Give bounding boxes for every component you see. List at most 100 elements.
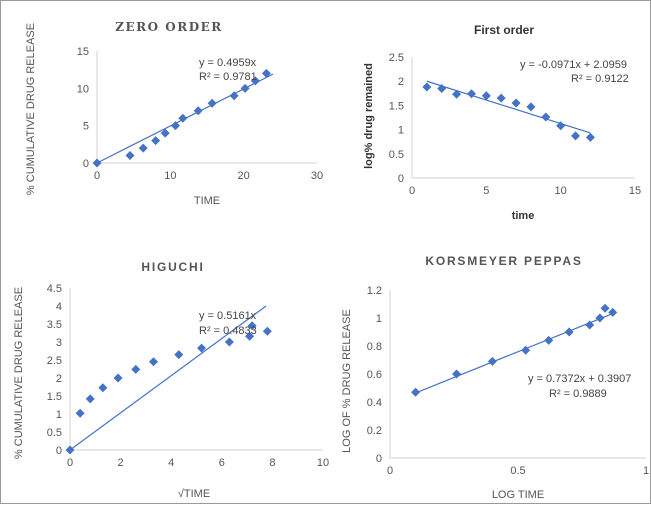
y-tick-label: 0.5 <box>47 427 62 439</box>
y-axis-label: % CUMULATIVE DRUG RELEASE <box>13 287 25 459</box>
data-point <box>521 345 531 355</box>
y-tick-label: 15 <box>77 46 89 58</box>
y-tick-label: 3.5 <box>47 319 62 331</box>
data-point <box>92 158 102 168</box>
data-point <box>411 387 421 397</box>
data-point <box>229 91 239 101</box>
y-tick-label: 10 <box>77 83 89 95</box>
y-tick-label: 4 <box>56 301 62 313</box>
y-tick-label: 3 <box>56 337 62 349</box>
data-point <box>131 364 141 374</box>
y-tick-label: 2 <box>398 76 404 88</box>
trend-equation: y = -0.0971x + 2.0959 <box>520 59 627 71</box>
data-point <box>496 93 506 103</box>
axes: 0 5 10 15 0 0.5 1 1.5 2 2.5 <box>389 52 641 197</box>
data-point <box>564 327 574 337</box>
y-tick-label: 2.5 <box>389 52 404 64</box>
y-tick-label: 0 <box>376 453 382 465</box>
trend-r2: R² = 0.9122 <box>571 73 629 85</box>
data-point <box>585 132 595 142</box>
data-point <box>541 112 551 122</box>
y-axis-label: % CUMULATIVE DRUG RELEASE <box>25 23 37 195</box>
data-point <box>262 326 272 336</box>
data-points <box>411 303 618 397</box>
y-tick-label: 1 <box>376 313 382 325</box>
y-tick-label: 0 <box>83 158 89 170</box>
y-axis-label: LOG OF % DRUG RELEASE <box>341 309 353 453</box>
data-point <box>600 303 610 313</box>
trend-r2: R² = 0.4833 <box>199 325 257 337</box>
x-tick-label: 0 <box>67 457 73 469</box>
data-point <box>240 83 250 93</box>
x-tick-label: 0 <box>409 185 415 197</box>
y-tick-label: 0.4 <box>367 397 382 409</box>
trend-equation: y = 0.7372x + 0.3907 <box>528 373 631 385</box>
data-point <box>422 82 432 92</box>
data-point <box>466 89 476 99</box>
x-tick-label: 1 <box>643 465 649 477</box>
y-tick-label: 0.8 <box>367 341 382 353</box>
x-tick-label: 15 <box>629 185 641 197</box>
x-tick-label: 0 <box>94 170 100 182</box>
data-point <box>197 343 207 353</box>
x-tick-label: 10 <box>164 170 176 182</box>
x-axis-label: time <box>512 210 535 222</box>
data-point <box>207 98 217 108</box>
axes: 0 10 20 30 0 5 10 15 <box>77 46 323 182</box>
data-point <box>250 76 260 86</box>
data-point <box>224 337 234 347</box>
y-tick-label: 1.5 <box>47 391 62 403</box>
data-point <box>452 369 462 379</box>
data-point <box>571 131 581 141</box>
trend-r2: R² = 0.9889 <box>549 388 607 400</box>
y-tick-label: 0 <box>398 173 404 185</box>
data-point <box>595 313 605 323</box>
x-axis-label: √TIME <box>178 488 210 500</box>
y-tick-label: 1.2 <box>367 285 382 297</box>
y-tick-label: 0 <box>56 445 62 457</box>
data-point <box>98 383 108 393</box>
y-tick-label: 0.2 <box>367 425 382 437</box>
chart-title: ZERO ORDER <box>115 20 222 34</box>
data-point <box>526 102 536 112</box>
chart-title: KORSMEYER PEPPAS <box>425 254 582 268</box>
data-points <box>422 80 595 142</box>
x-tick-label: 10 <box>317 457 329 469</box>
trend-line <box>415 312 613 394</box>
data-point <box>261 68 271 78</box>
x-tick-label: 20 <box>238 170 250 182</box>
y-tick-label: 0.6 <box>367 369 382 381</box>
data-point <box>544 335 554 345</box>
trend-equation: y = 0.4959x <box>199 57 257 69</box>
y-tick-label: 0.5 <box>389 149 404 161</box>
trend-r2: R² = 0.9781 <box>199 71 257 83</box>
x-axis-label: TIME <box>194 195 220 207</box>
y-tick-label: 5 <box>83 121 89 133</box>
data-point <box>148 357 158 367</box>
x-tick-label: 30 <box>311 170 323 182</box>
data-point <box>174 350 184 360</box>
data-points <box>65 305 272 455</box>
data-points <box>92 68 274 168</box>
x-tick-label: 0 <box>387 465 393 477</box>
x-tick-label: 5 <box>483 185 489 197</box>
y-tick-label: 4.5 <box>47 283 62 295</box>
data-point <box>247 321 257 331</box>
data-point <box>138 143 148 153</box>
data-point <box>437 83 447 93</box>
y-axis-label: log% drug remained <box>363 63 375 169</box>
y-tick-label: 1 <box>56 409 62 421</box>
data-point <box>608 307 618 317</box>
x-tick-label: 4 <box>168 457 174 469</box>
trend-line <box>69 305 267 451</box>
y-tick-label: 1 <box>398 125 404 137</box>
y-tick-label: 2 <box>56 373 62 385</box>
data-point <box>556 121 566 131</box>
x-tick-label: 2 <box>118 457 124 469</box>
data-point <box>125 151 135 161</box>
